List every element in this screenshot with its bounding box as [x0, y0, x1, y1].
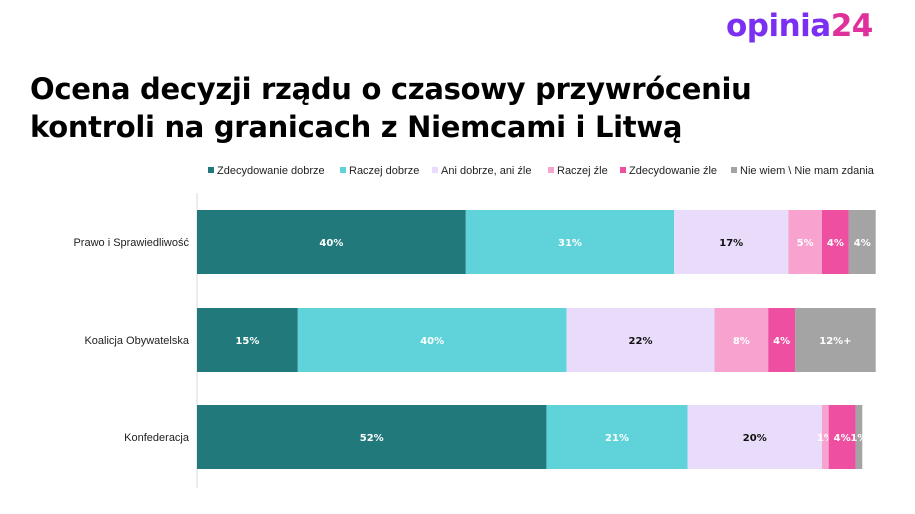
legend-label-1: Zdecydowanie dobrze: [217, 165, 325, 177]
bar-segment-3-4: [821, 405, 829, 469]
data-label-1-4: 5%: [797, 238, 814, 249]
category-label-2: Koalicja Obywatelska: [84, 335, 189, 347]
data-label-1-3: 17%: [719, 238, 743, 249]
bar-segment-3-1: [197, 405, 547, 469]
bar-segment-1-5: [821, 210, 849, 274]
legend-swatch-2: [340, 167, 346, 173]
legend-label-6: Nie wiem \ Nie mam zdania: [740, 165, 875, 177]
bar-segment-2-2: [297, 308, 567, 372]
data-label-1-6: 4%: [854, 238, 871, 249]
data-label-3-5: 4%: [834, 433, 851, 444]
data-label-2-1: 15%: [235, 336, 259, 347]
data-label-2-2: 40%: [420, 336, 444, 347]
data-label-2-6: 12%+: [819, 336, 851, 347]
data-label-2-5: 4%: [773, 336, 790, 347]
legend-swatch-6: [731, 167, 737, 173]
legend-label-5: Zdecydowanie źle: [629, 165, 717, 177]
data-label-2-3: 22%: [629, 336, 653, 347]
bar-segment-2-3: [566, 308, 715, 372]
bar-segment-3-5: [828, 405, 856, 469]
data-label-3-1: 52%: [360, 433, 384, 444]
data-label-3-3: 20%: [743, 433, 767, 444]
bar-segment-3-2: [546, 405, 688, 469]
category-label-3: Konfederacja: [124, 432, 190, 444]
data-label-1-2: 31%: [558, 238, 582, 249]
bar-segment-2-4: [714, 308, 769, 372]
bar-segment-2-6: [795, 308, 876, 372]
legend-swatch-1: [208, 167, 214, 173]
category-label-1: Prawo i Sprawiedliwość: [73, 237, 189, 249]
chart-title: Ocena decyzji rządu o czasowy przywrócen…: [30, 70, 890, 146]
bar-segment-2-5: [768, 308, 796, 372]
data-label-3-6: 1%: [850, 433, 867, 444]
data-label-3-2: 21%: [605, 433, 629, 444]
legend-label-3: Ani dobrze, ani źle: [441, 165, 532, 177]
bar-segment-2-1: [197, 308, 298, 372]
logo-text-opinia: opinia: [726, 8, 831, 44]
legend-label-4: Raczej źle: [557, 165, 608, 177]
data-label-1-1: 40%: [319, 238, 343, 249]
chart-title-line-1: Ocena decyzji rządu o czasowy przywrócen…: [30, 72, 752, 106]
bar-segment-3-6: [855, 405, 863, 469]
bar-segment-1-1: [197, 210, 466, 274]
bar-segment-1-4: [788, 210, 822, 274]
legend-swatch-5: [620, 167, 626, 173]
bar-segment-1-6: [848, 210, 876, 274]
bar-segment-3-3: [687, 405, 822, 469]
logo-text-24: 24: [830, 8, 874, 44]
bar-segment-1-3: [674, 210, 789, 274]
chart-title-line-2: kontroli na granicach z Niemcami i Litwą: [30, 110, 683, 144]
legend-swatch-3: [432, 167, 438, 173]
legend-label-2: Raczej dobrze: [349, 165, 419, 177]
opinia24-logo: opinia24: [726, 6, 873, 46]
legend-swatch-4: [548, 167, 554, 173]
bar-segment-1-2: [465, 210, 675, 274]
data-label-3-4: 1%: [817, 433, 834, 444]
data-label-2-4: 8%: [733, 336, 750, 347]
data-label-1-5: 4%: [827, 238, 844, 249]
